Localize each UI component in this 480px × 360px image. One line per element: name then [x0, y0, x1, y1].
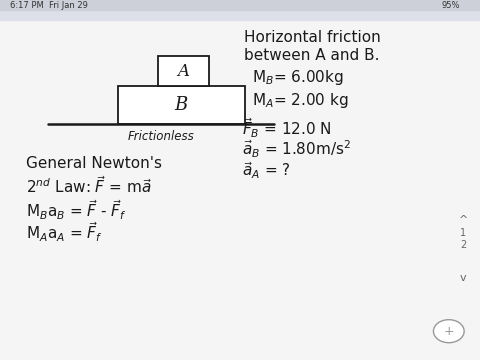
Text: +: +: [444, 325, 454, 338]
Circle shape: [433, 320, 464, 343]
Text: 1
2: 1 2: [460, 228, 467, 251]
Text: M$_A$a$_A$ = $\vec{F}_f$: M$_A$a$_A$ = $\vec{F}_f$: [26, 220, 103, 244]
Bar: [0, 0, 480, 10]
Text: between A and B.: between A and B.: [244, 48, 380, 63]
Text: Frictionless: Frictionless: [127, 130, 194, 143]
Text: A: A: [178, 63, 190, 80]
Text: ^: ^: [458, 215, 468, 225]
Text: 2$^{nd}$ Law: $\vec{F}$ = m$\vec{a}$: 2$^{nd}$ Law: $\vec{F}$ = m$\vec{a}$: [26, 175, 153, 196]
Text: M$_B$= 6.00kg: M$_B$= 6.00kg: [252, 68, 344, 87]
Text: General Newton's: General Newton's: [26, 156, 162, 171]
Text: v: v: [460, 273, 467, 283]
Text: M$_A$= 2.00 kg: M$_A$= 2.00 kg: [252, 91, 348, 110]
Bar: [0, 0, 480, 20]
Text: B: B: [175, 96, 188, 114]
Bar: [158, 56, 209, 86]
Text: $\vec{a}_A$ = ?: $\vec{a}_A$ = ?: [242, 161, 291, 181]
Text: 95%: 95%: [442, 1, 460, 10]
Text: Horizontal friction: Horizontal friction: [244, 30, 380, 45]
Bar: [118, 86, 245, 124]
Text: M$_B$a$_B$ = $\vec{F}$ - $\vec{F}_f$: M$_B$a$_B$ = $\vec{F}$ - $\vec{F}_f$: [26, 199, 127, 222]
Text: $\vec{F}_B$ = 12.0 N: $\vec{F}_B$ = 12.0 N: [242, 116, 332, 140]
Text: 6:17 PM  Fri Jan 29: 6:17 PM Fri Jan 29: [10, 1, 87, 10]
Text: $\vec{a}_B$ = 1.80m/s$^2$: $\vec{a}_B$ = 1.80m/s$^2$: [242, 139, 351, 160]
